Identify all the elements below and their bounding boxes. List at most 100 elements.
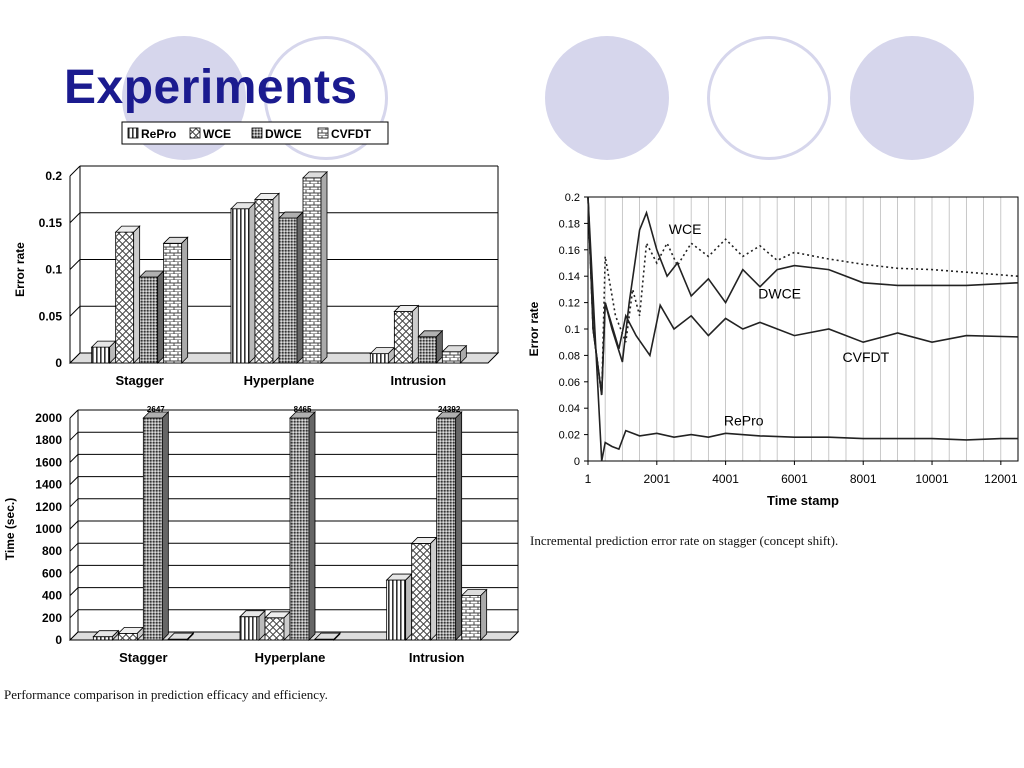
y-tick-label: 0.1: [565, 324, 580, 336]
bar-side: [411, 304, 419, 364]
gridline-diag: [69, 212, 81, 224]
bar: [461, 595, 482, 641]
y-tick-label: 0.08: [559, 350, 580, 362]
y-tick-label: 1400: [35, 478, 62, 492]
y-tick-label: 0.15: [39, 216, 63, 230]
page-title: Experiments: [64, 61, 358, 114]
legend: RePro WCE DWCE CVFDT: [121, 121, 389, 145]
x-tick-label: Stagger: [115, 373, 163, 388]
bar-side: [435, 329, 443, 364]
x-tick-label: Stagger: [119, 650, 167, 665]
x-tick-label: 2001: [643, 472, 670, 486]
legend-label: CVFDT: [331, 127, 372, 141]
y-tick-label: 0: [55, 633, 62, 647]
y-tick-label: 0: [55, 356, 62, 370]
gridline-diag: [69, 565, 79, 574]
y-tick-label: 2000: [35, 411, 62, 425]
bar: [254, 198, 274, 364]
bar: [436, 417, 457, 641]
decor-circle-4: [707, 36, 831, 160]
bar: [92, 636, 113, 641]
bar-side: [181, 236, 189, 364]
x-tick-label: 12001: [984, 472, 1018, 486]
bar: [239, 616, 260, 641]
y-tick-label: 1800: [35, 433, 62, 447]
y-tick-label: 200: [42, 611, 62, 625]
y-tick-label: 800: [42, 544, 62, 558]
bar: [302, 177, 322, 364]
bar-side: [186, 632, 194, 641]
caption-left: Performance comparison in prediction eff…: [4, 687, 328, 702]
bar-side: [405, 573, 413, 641]
gridline-diag: [69, 431, 79, 441]
gridline-diag: [69, 587, 79, 596]
gridline-diag: [69, 259, 81, 270]
y-axis-label: Error rate: [527, 301, 541, 356]
bar: [142, 417, 163, 641]
bar: [386, 579, 407, 641]
legend-swatch: [317, 127, 329, 139]
gridline-diag: [69, 409, 79, 419]
y-tick-label: 1200: [35, 500, 62, 514]
y-tick-label: 0.18: [559, 218, 580, 230]
x-tick-label: 4001: [712, 472, 739, 486]
gridline-diag: [69, 498, 79, 508]
legend-swatch: [251, 127, 263, 139]
series-label: WCE: [669, 221, 702, 237]
x-tick-label: Intrusion: [391, 373, 447, 388]
bar: [163, 242, 183, 364]
y-tick-label: 1600: [35, 455, 62, 469]
y-tick-label: 600: [42, 566, 62, 580]
x-tick-label: 10001: [915, 472, 949, 486]
bar-annotation: 24392: [438, 405, 461, 414]
y-tick-label: 0.16: [559, 245, 580, 257]
gridline-diag: [69, 165, 81, 177]
series-line-wce: [587, 196, 1019, 396]
x-tick-label: 1: [585, 472, 592, 486]
bar-side: [455, 411, 463, 641]
bar: [230, 208, 250, 364]
bar: [278, 217, 298, 364]
bar-side: [459, 344, 467, 364]
y-tick-label: 1000: [35, 522, 62, 536]
bar: [417, 336, 437, 364]
bar: [289, 417, 310, 641]
bar-side: [272, 192, 280, 364]
y-tick-label: 0: [574, 456, 580, 468]
bar: [139, 276, 159, 364]
time-bar-chart: 0 200 400 600 800 1000 1200 1400 1600 1800 2000 Sta…: [3, 405, 520, 665]
bar: [369, 353, 389, 364]
series-label: DWCE: [758, 286, 801, 302]
bar-side: [157, 270, 165, 364]
bar-side: [161, 411, 169, 641]
y-tick-label: 0.06: [559, 377, 580, 389]
bar-side: [430, 536, 438, 641]
series-line-dwce: [587, 196, 1019, 396]
gridline-diag: [69, 305, 81, 317]
gridline-diag: [69, 476, 79, 485]
bar-side: [296, 211, 304, 364]
gridline-diag: [69, 454, 79, 463]
series-label: CVFDT: [843, 349, 890, 365]
legend-label: WCE: [203, 127, 231, 141]
series-line-cvfdt: [587, 196, 1019, 396]
bar: [91, 346, 111, 364]
y-tick-label: 0.12: [559, 298, 580, 310]
bar: [115, 231, 135, 364]
bar: [393, 311, 413, 364]
bar: [264, 617, 285, 641]
legend-label: DWCE: [265, 127, 302, 141]
y-tick-label: 0.1: [45, 263, 62, 277]
bar: [117, 632, 138, 641]
legend-swatch: [189, 127, 201, 139]
bar-side: [248, 201, 256, 364]
bar-side: [333, 632, 341, 641]
legend-label: RePro: [141, 127, 176, 141]
y-tick-label: 0.05: [39, 309, 63, 323]
bar-side: [133, 225, 141, 364]
x-tick-label: 6001: [781, 472, 808, 486]
y-tick-label: 0.14: [559, 271, 580, 283]
y-tick-label: 400: [42, 589, 62, 603]
bar-annotation: 8465: [294, 405, 312, 414]
decor-circle-3: [545, 36, 669, 160]
